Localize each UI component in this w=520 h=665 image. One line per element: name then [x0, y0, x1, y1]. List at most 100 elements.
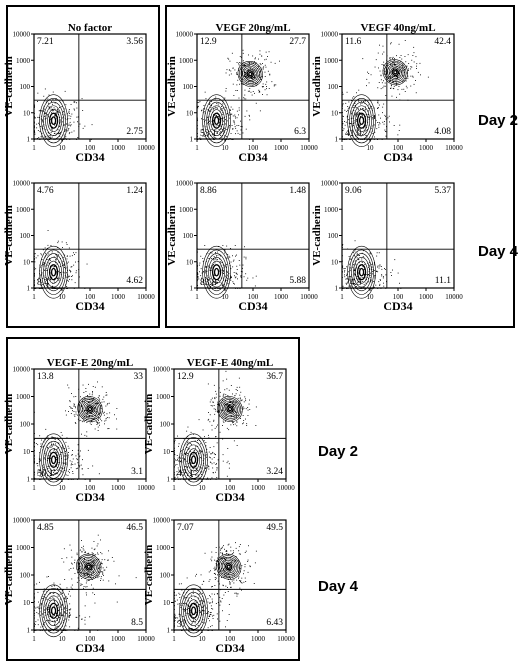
y-tick-label: 10 — [331, 109, 339, 117]
x-tick-label: 10000 — [137, 484, 155, 492]
contour-line — [188, 602, 199, 619]
panel-title: VEGF 20ng/mL — [215, 22, 290, 34]
contour-line — [179, 433, 208, 487]
contour-line — [351, 253, 372, 292]
contour-line — [77, 555, 100, 579]
contour-line — [393, 70, 398, 75]
y-tick-label: 10 — [23, 448, 31, 456]
y-tick-label: 1 — [190, 136, 194, 144]
quadrant-upper-right-value: 1.48 — [289, 186, 306, 196]
plot-area — [33, 182, 147, 289]
quadrant-lower-left-value: 83.8 — [200, 278, 217, 288]
quadrant-upper-right-value: 1.24 — [126, 186, 143, 196]
contour-line — [43, 101, 64, 140]
y-tick-label: 10 — [331, 258, 339, 266]
x-tick-label: 10000 — [300, 293, 318, 301]
y-tick-label: 100 — [183, 232, 194, 240]
contour-line — [45, 256, 62, 288]
y-tick-label: 100 — [20, 421, 31, 429]
x-tick-label: 10 — [222, 293, 230, 301]
group-frame-vegf — [165, 5, 515, 328]
plot-area — [196, 182, 310, 289]
contour-line — [43, 440, 64, 479]
quadrant-lower-right-value: 2.75 — [126, 127, 143, 137]
contour-line — [181, 588, 206, 634]
x-tick-label: 10 — [222, 144, 230, 152]
y-tick-label: 1 — [167, 476, 171, 484]
contour-line — [39, 584, 68, 638]
quadrant-upper-left-value: 11.6 — [345, 37, 362, 47]
contour-line — [349, 98, 374, 144]
flow-plot-no-factor-day2: No factor 7.21 3.56 2.75 1 10 100 1000 10000 1 10 1… — [3, 22, 155, 164]
flow-plot-vegfe20-day4: 4.85 46.5 8.5 1 10 100 1000 10000 1 10 100 1000 1000… — [3, 517, 155, 656]
y-axis-label: VE-cadherin — [3, 545, 15, 606]
contour-line — [81, 400, 99, 418]
contour-line — [41, 437, 66, 483]
x-tick-label: 10000 — [445, 144, 463, 152]
flow-plot-vegf20-day4: 8.86 1.48 83.8 5.88 1 10 100 1000 10000 1 10 100 100… — [166, 180, 318, 314]
x-tick-label: 1000 — [111, 635, 126, 643]
y-tick-label: 100 — [328, 232, 339, 240]
contour-line — [77, 396, 103, 423]
quadrant-upper-left-value: 8.86 — [200, 186, 217, 196]
contour-line — [204, 249, 229, 295]
x-tick-label: 100 — [85, 293, 96, 301]
x-tick-label: 1 — [32, 144, 36, 152]
x-tick-label: 1000 — [251, 635, 266, 643]
y-tick-label: 10000 — [13, 517, 31, 525]
y-tick-label: 10000 — [321, 31, 339, 39]
contour-line — [356, 112, 367, 129]
x-axis-label: CD34 — [215, 641, 244, 655]
x-tick-label: 1000 — [251, 484, 266, 492]
x-tick-label: 1000 — [111, 293, 126, 301]
flow-plot-vegfe40-day4: 7.07 49.5 37 6.43 1 10 100 1000 10000 1 10 100 1000 1… — [143, 517, 295, 656]
contour-line — [211, 264, 222, 281]
x-axis-label: CD34 — [383, 150, 412, 164]
y-tick-label: 10000 — [153, 517, 171, 525]
y-tick-label: 1000 — [324, 206, 339, 214]
contour-line — [382, 59, 408, 86]
contour-line — [242, 65, 259, 83]
contour-line — [43, 591, 64, 630]
quadrant-upper-right-value: 36.7 — [266, 372, 283, 382]
x-tick-label: 100 — [85, 484, 96, 492]
contour-line — [224, 562, 233, 571]
flow-plot-no-factor-day4: 4.76 1.24 8.4 4.62 1 10 100 1000 10000 1 10 100 1000… — [3, 180, 155, 314]
contour-line — [220, 558, 237, 575]
quadrant-upper-left-value: 4.85 — [37, 523, 54, 533]
y-tick-label: 10 — [186, 258, 194, 266]
x-tick-label: 1000 — [274, 293, 289, 301]
y-tick-label: 100 — [160, 572, 171, 580]
contour-line — [390, 67, 401, 78]
flow-plot-vegfe20-day2: VEGF-E 20ng/mL 13.8 33 50.1 3.1 1 10 100 1000 100… — [3, 357, 155, 504]
contour-line — [206, 101, 227, 140]
x-tick-label: 100 — [248, 293, 259, 301]
y-tick-label: 1 — [335, 136, 339, 144]
contour-line — [86, 405, 94, 413]
quadrant-upper-left-value: 13.8 — [37, 372, 54, 382]
contour-line — [210, 109, 223, 133]
contour-line — [358, 116, 365, 126]
contour-line — [83, 561, 94, 572]
contour-line — [39, 94, 68, 147]
y-tick-label: 100 — [20, 83, 31, 91]
contour-line — [86, 564, 91, 569]
contour-line — [208, 105, 225, 136]
y-tick-label: 1000 — [156, 544, 171, 552]
contour-line — [210, 260, 223, 284]
contour-line — [388, 65, 402, 79]
y-tick-label: 1000 — [324, 57, 339, 65]
contour-line — [47, 109, 60, 133]
contour-line — [39, 245, 68, 299]
x-tick-label: 10 — [59, 144, 67, 152]
x-axis-label: CD34 — [238, 299, 267, 313]
contour-line — [385, 62, 405, 83]
plot-area — [341, 33, 455, 140]
contour-line — [85, 403, 95, 415]
y-tick-label: 10 — [163, 599, 171, 607]
contour-line — [248, 71, 253, 77]
y-axis-label: VE-cadherin — [143, 394, 155, 455]
y-tick-label: 10 — [23, 599, 31, 607]
quadrant-upper-right-value: 42.4 — [434, 37, 451, 47]
quadrant-lower-right-value: 3.24 — [266, 467, 283, 477]
